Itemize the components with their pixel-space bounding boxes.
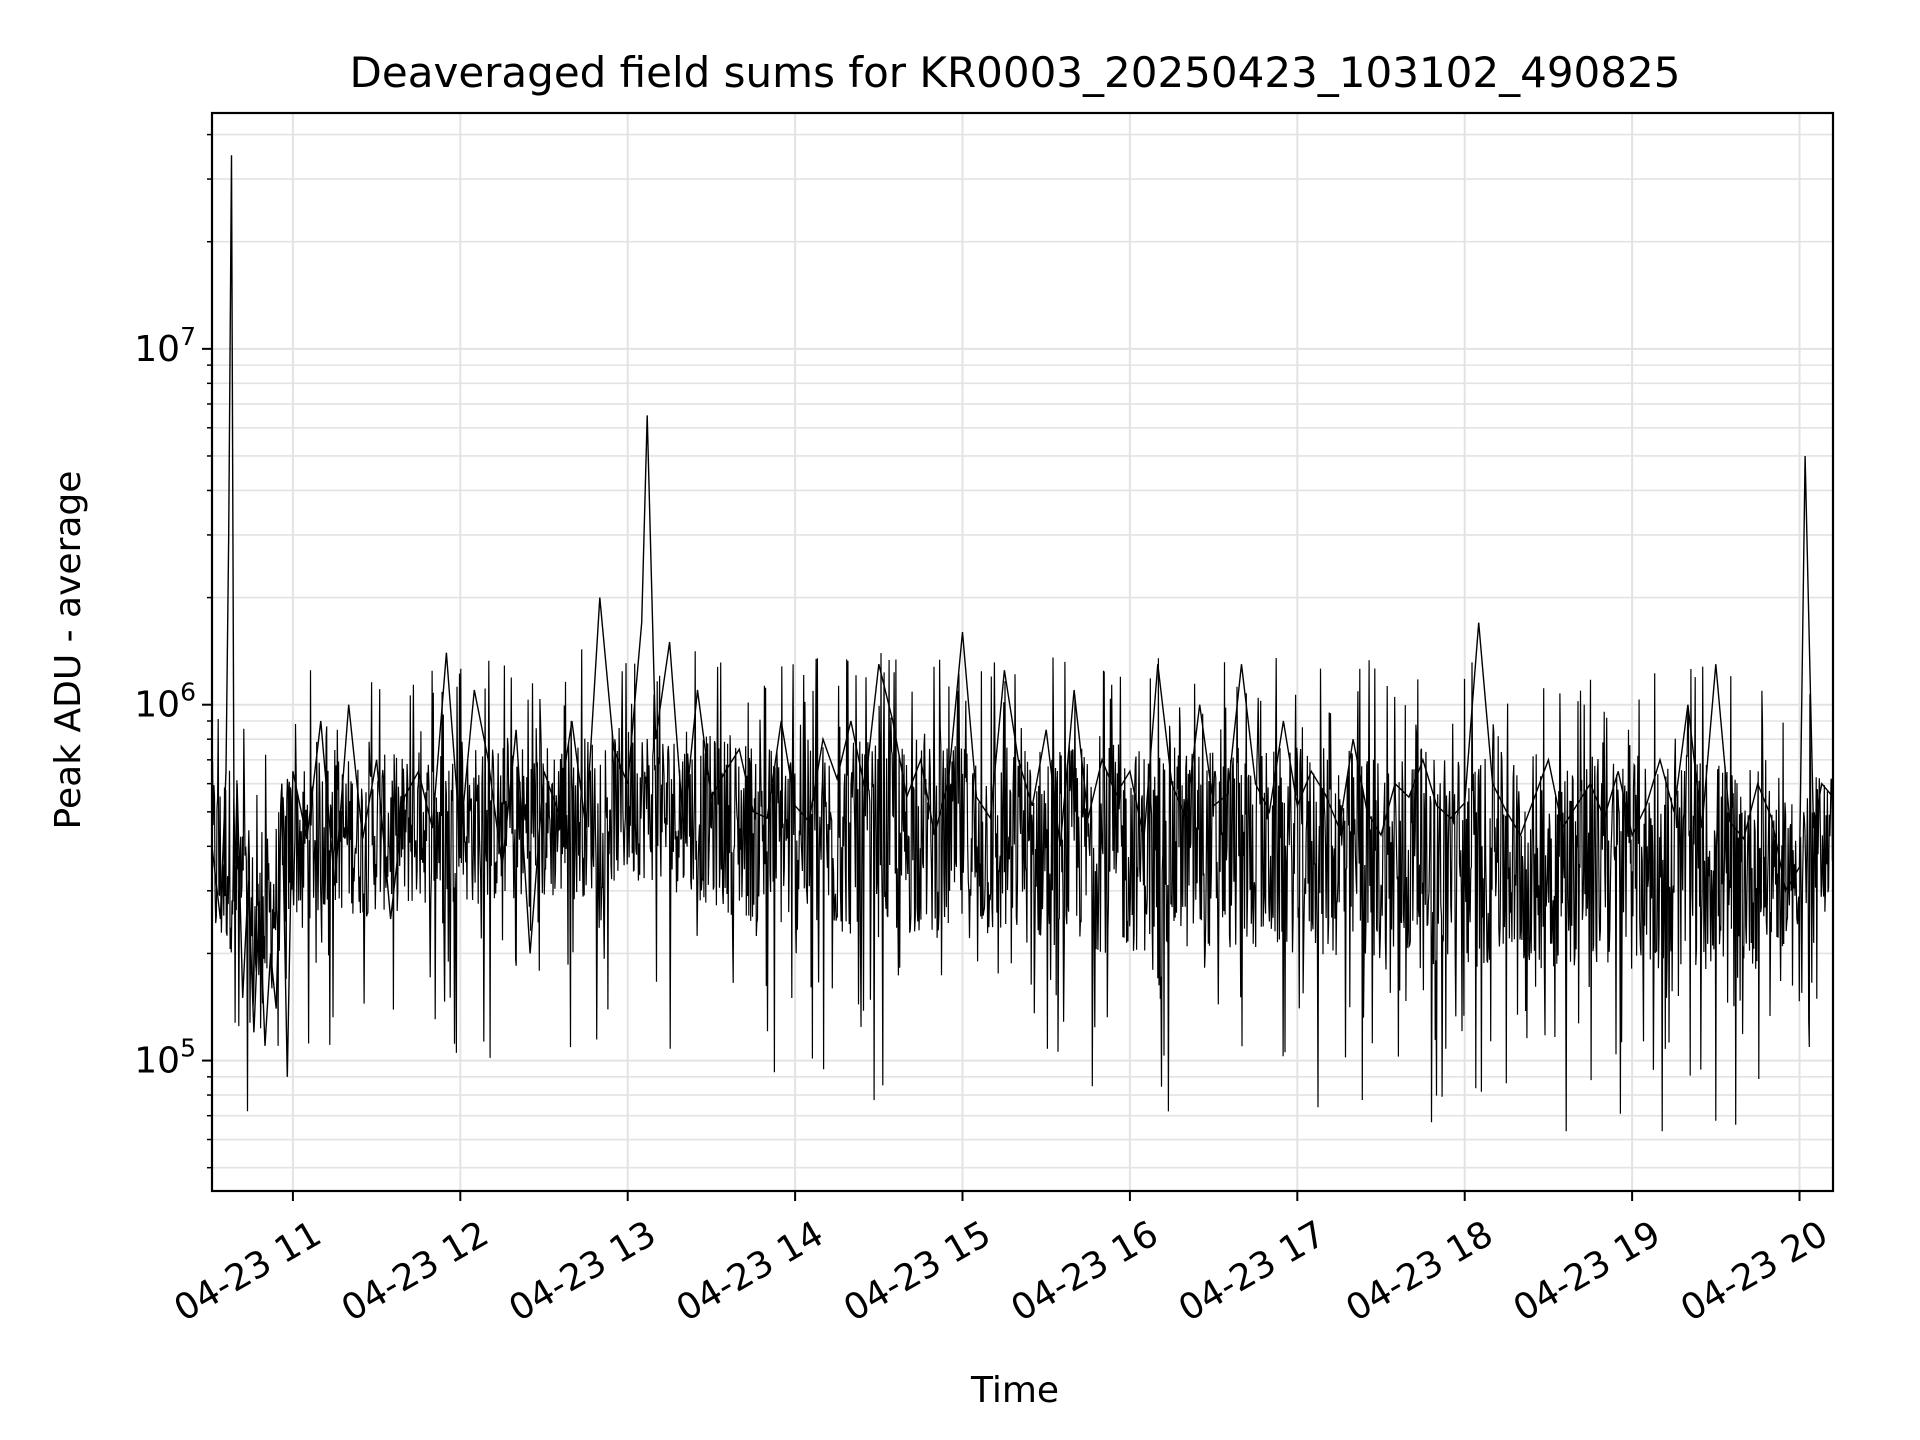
series-line	[211, 155, 1834, 1077]
y-tick-label: 105	[134, 1034, 196, 1082]
chart-title: Deaveraged field sums for KR0003_2025042…	[350, 48, 1681, 97]
plot-frame	[210, 111, 1835, 1193]
series-noise-line	[211, 649, 1834, 1132]
x-axis-label: Time	[970, 1370, 1059, 1411]
data-band	[211, 649, 1834, 1132]
y-tick-label: 106	[134, 678, 196, 726]
series-group	[211, 155, 1834, 1077]
y-ticks: 105 106 107	[134, 133, 212, 1169]
y-axis-label: Peak ADU - average	[48, 471, 89, 830]
y-tick-label: 107	[134, 322, 196, 370]
